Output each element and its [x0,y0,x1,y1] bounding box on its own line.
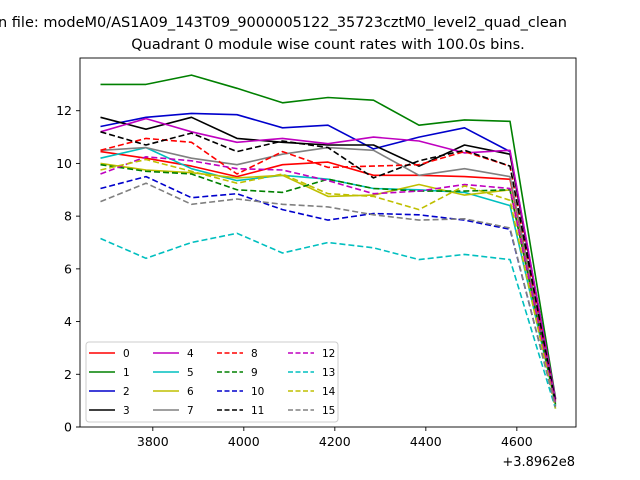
legend-label-0: 0 [123,348,130,360]
plot-area [79,57,577,428]
series-line-14 [100,158,557,409]
series-line-15 [100,182,557,408]
legend-label-13: 13 [322,367,335,379]
legend-box [85,341,339,423]
legend-label-3: 3 [123,405,130,417]
y-tick-label-8: 8 [64,209,72,224]
axes-frame [79,57,577,428]
x-tick-label-4400: 4400 [410,434,442,449]
y-tick-label-12: 12 [56,103,72,118]
series-line-2 [100,112,557,400]
legend-label-8: 8 [251,348,258,360]
figure-suptitle: n file: modeM0/AS1A09_143T09_9000005122_… [0,15,567,31]
x-tick-label-4600: 4600 [501,434,533,449]
series-line-11 [100,131,557,403]
y-tick-label-4: 4 [64,314,72,329]
legend-label-5: 5 [187,367,194,379]
series-line-8 [100,137,557,404]
series-line-0 [100,150,557,401]
series-line-5 [100,146,557,404]
legend-label-12: 12 [322,348,335,360]
x-offset-label: +3.8962e8 [502,455,575,470]
chart-title: Quadrant 0 module wise count rates with … [131,37,525,53]
series-line-9 [100,163,557,405]
x-tick-label-4000: 4000 [228,434,260,449]
y-tick-label-2: 2 [64,367,72,382]
series-line-10 [100,175,557,407]
series-line-4 [100,117,557,400]
series-line-3 [100,116,557,400]
legend-label-2: 2 [123,386,130,398]
y-tick-label-6: 6 [64,261,72,276]
legend-label-4: 4 [187,348,194,360]
legend-label-15: 15 [322,405,335,417]
legend-label-11: 11 [251,405,264,417]
y-tick-label-10: 10 [56,156,72,171]
series-line-1 [100,74,557,399]
legend-label-10: 10 [251,386,264,398]
y-axis: 0 2 4 6 8 10 12 [56,103,80,435]
legend-label-6: 6 [187,386,194,398]
legend-label-9: 9 [251,367,258,379]
legend-label-1: 1 [123,367,130,379]
x-tick-label-3800: 3800 [137,434,169,449]
series-line-13 [100,232,557,409]
x-axis: 3800 4000 4200 4400 4600 [137,427,533,449]
x-tick-label-4200: 4200 [319,434,351,449]
y-tick-label-0: 0 [64,420,72,435]
series-line-6 [100,162,557,405]
legend-label-14: 14 [322,386,336,398]
legend-label-7: 7 [187,405,194,417]
